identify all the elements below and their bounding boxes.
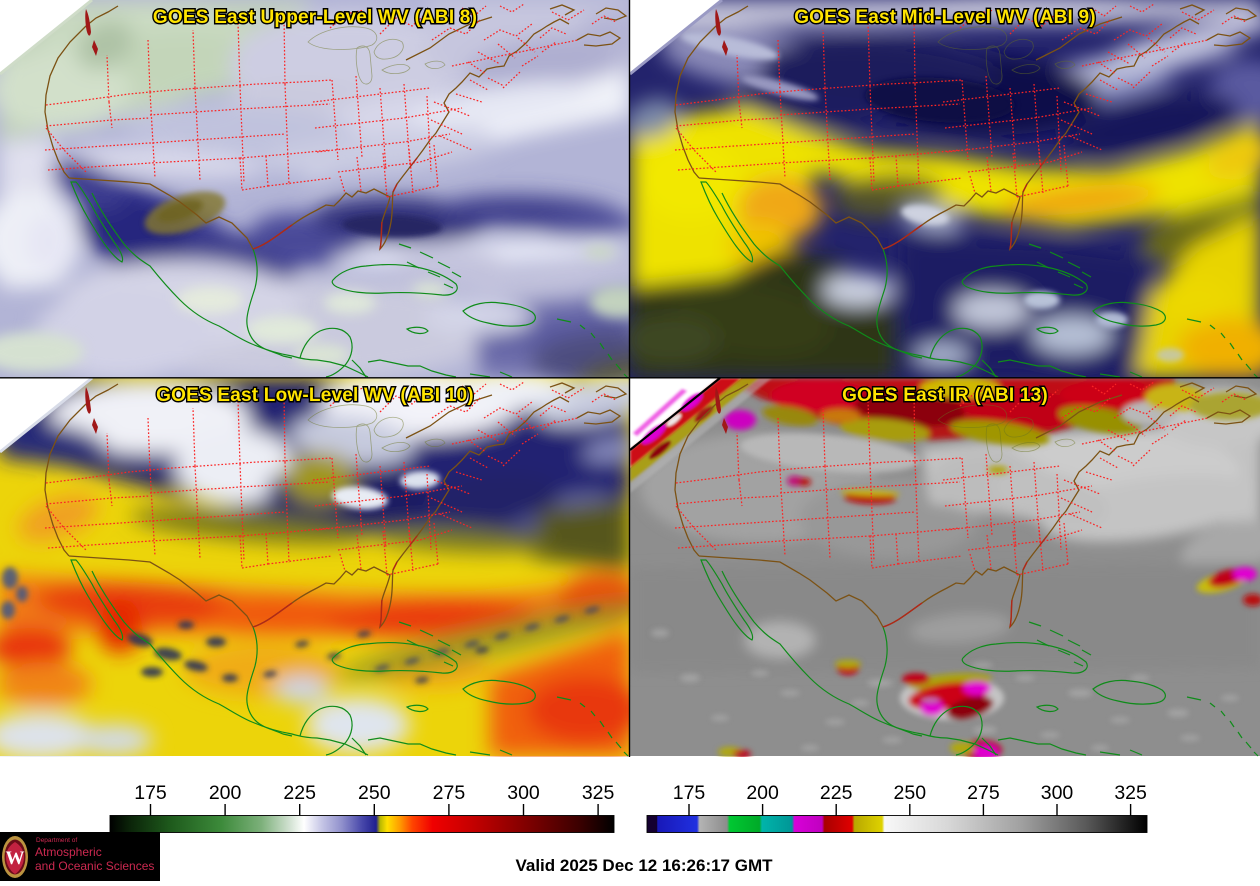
svg-text:Valid 2025 Dec 12 16:26:17 GMT: Valid 2025 Dec 12 16:26:17 GMT <box>515 856 773 875</box>
svg-text:Department of: Department of <box>36 837 77 844</box>
svg-text:GOES East IR (ABI 13): GOES East IR (ABI 13) <box>842 385 1048 406</box>
svg-text:300: 300 <box>1041 782 1074 804</box>
svg-text:GOES East Upper-Level WV (ABI: GOES East Upper-Level WV (ABI 8) <box>153 7 477 28</box>
svg-text:325: 325 <box>582 782 615 804</box>
svg-text:W: W <box>6 848 25 869</box>
svg-text:200: 200 <box>746 782 779 804</box>
svg-text:275: 275 <box>967 782 1000 804</box>
svg-text:325: 325 <box>1114 782 1147 804</box>
svg-text:250: 250 <box>358 782 391 804</box>
svg-text:225: 225 <box>283 782 316 804</box>
svg-text:275: 275 <box>433 782 466 804</box>
svg-text:300: 300 <box>507 782 540 804</box>
svg-text:175: 175 <box>673 782 706 804</box>
svg-text:GOES East Low-Level WV (ABI 10: GOES East Low-Level WV (ABI 10) <box>156 385 474 406</box>
svg-text:Atmospheric: Atmospheric <box>35 845 102 859</box>
svg-text:175: 175 <box>134 782 167 804</box>
svg-text:200: 200 <box>209 782 242 804</box>
svg-text:GOES East Mid-Level WV (ABI 9): GOES East Mid-Level WV (ABI 9) <box>794 7 1096 28</box>
svg-text:and Oceanic Sciences: and Oceanic Sciences <box>35 859 154 873</box>
svg-text:225: 225 <box>820 782 853 804</box>
svg-text:250: 250 <box>894 782 927 804</box>
